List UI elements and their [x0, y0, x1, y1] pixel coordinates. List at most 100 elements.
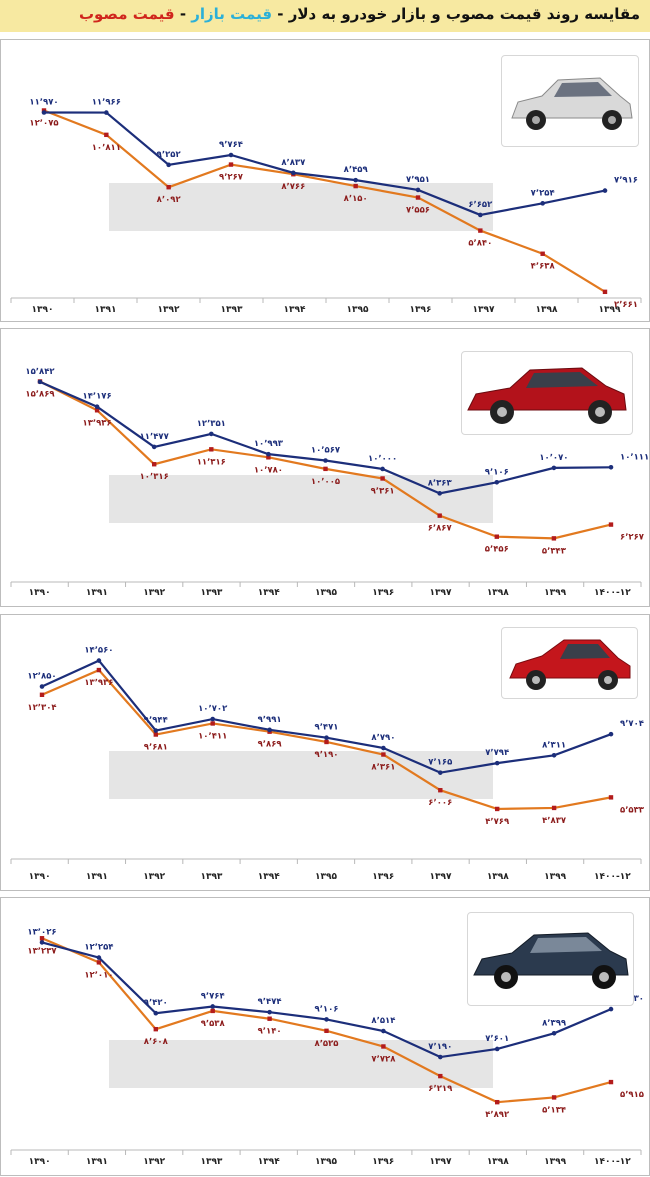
- x-tick-label: ۱۳۹۴: [284, 305, 306, 315]
- data-label-approved: ۹٬۵۳۸: [201, 1019, 226, 1029]
- data-label-approved: ۴٬۸۳۷: [542, 816, 567, 826]
- car-icon: [509, 639, 631, 690]
- data-label-approved: ۸٬۶۰۸: [144, 1037, 169, 1047]
- data-label-market: ۸٬۴۵۹: [344, 165, 369, 175]
- data-point-market: [353, 177, 358, 183]
- series-line-market: [43, 111, 606, 217]
- data-label-market: ۹٬۱۰۶: [315, 1004, 339, 1014]
- data-point-approved: [495, 1099, 500, 1105]
- data-label-approved: ۴٬۸۹۲: [485, 1110, 510, 1120]
- data-point-market: [494, 1046, 500, 1052]
- data-label-approved: ۴٬۶۳۸: [531, 262, 556, 272]
- x-tick-label: ۱۳۹۷: [430, 872, 452, 882]
- data-point-market: [210, 1004, 215, 1009]
- legend-approved-label: قیمت مصوب: [78, 5, 175, 23]
- data-point-market: [324, 735, 329, 741]
- chart-svg-4: ۱۳۹۰ ۱۳۹۱ ۱۳۹۲ ۱۳۹۳ ۱۳۹۴ ۱۳۹۵ ۱۳۹۶ ۱۳۹۷ ۱۳۹۸ ۱۳۹۹…: [10, 927, 644, 1167]
- data-label-approved: ۱۰٬۳۱۶: [140, 472, 169, 482]
- car-icon: [511, 77, 633, 130]
- car-image-4: [467, 912, 634, 1006]
- data-point-approved: [166, 185, 171, 190]
- data-point-approved: [228, 162, 234, 167]
- chart-panel-2: ۱۳۹۰ ۱۳۹۱ ۱۳۹۲ ۱۳۹۳ ۱۳۹۴ ۱۳۹۵ ۱۳۹۶ ۱۳۹۷ ۱۳۹۸ ۱۳۹۹…: [0, 328, 650, 607]
- x-tick-label: ۱۳۹۵: [347, 305, 369, 315]
- data-label-approved: ۸٬۰۹۲: [157, 195, 182, 205]
- data-point-approved: [608, 522, 614, 527]
- data-point-market: [438, 770, 443, 775]
- data-point-approved: [551, 536, 557, 541]
- data-point-approved: [209, 447, 214, 452]
- data-label-approved: ۱۲٬۰۱۰: [84, 970, 113, 980]
- data-label-market: ۸٬۵۱۴: [371, 1016, 395, 1026]
- data-point-approved: [437, 513, 442, 518]
- data-point-approved: [381, 752, 386, 757]
- x-tick-label: ۱۳۹۶: [410, 305, 432, 315]
- x-tick-label: ۱۳۹۴: [258, 872, 280, 882]
- data-point-market: [39, 940, 45, 945]
- data-label-market: ۹٬۴۲۰: [144, 998, 168, 1008]
- data-label-approved: ۶٬۰۰۶: [428, 798, 452, 808]
- data-point-approved: [152, 462, 157, 467]
- data-point-market: [94, 404, 100, 409]
- data-label-approved: ۸٬۱۵۰: [344, 194, 368, 204]
- data-point-approved: [153, 732, 158, 737]
- data-point-approved: [381, 1044, 386, 1049]
- x-tick-label: ۱۳۹۵: [315, 588, 337, 598]
- data-point-approved: [210, 721, 215, 726]
- x-tick-label: ۱۳۹۷: [473, 305, 495, 315]
- data-label-approved: ۹٬۳۶۱: [371, 486, 395, 496]
- data-point-approved: [39, 692, 45, 697]
- data-point-approved: [266, 455, 271, 460]
- data-label-approved: ۶٬۲۱۹: [428, 1084, 453, 1094]
- data-label-market: ۷٬۶۰۱: [485, 1034, 509, 1044]
- data-point-market: [267, 1009, 272, 1015]
- data-point-market: [381, 1028, 386, 1034]
- data-label-approved: ۹٬۲۶۷: [219, 173, 244, 183]
- x-tick-label: ۱۳۹۰: [29, 1157, 51, 1167]
- title-main: مقایسه روند قیمت مصوب و بازار خودرو به د…: [288, 5, 640, 23]
- data-point-market: [438, 1054, 443, 1060]
- title-sep-2: -: [174, 5, 192, 23]
- data-label-approved: ۸٬۳۶۱: [371, 763, 395, 773]
- data-label-market: ۹٬۹۴۴: [144, 716, 168, 726]
- x-tick-label: ۱۳۹۲: [143, 872, 165, 882]
- data-label-approved: ۱۲٬۳۰۴: [27, 703, 56, 713]
- data-point-market: [551, 1030, 557, 1036]
- data-point-approved: [353, 183, 358, 189]
- x-tick-label: ۱۴۰۰-۱۲: [594, 588, 631, 598]
- data-label-market: ۹٬۷۰۴: [620, 719, 644, 729]
- data-point-market: [381, 745, 386, 751]
- data-label-market: ۱۴٬۱۷۶: [83, 392, 112, 402]
- data-label-market: ۱۱٬۹۶۶: [92, 98, 121, 108]
- data-label-approved: ۱۲٬۰۷۵: [29, 118, 58, 128]
- data-label-approved: ۹٬۸۶۹: [258, 740, 283, 750]
- data-point-market: [96, 658, 102, 663]
- data-label-market: ۹٬۱۰۶: [485, 467, 509, 477]
- data-label-market: ۹٬۹۹۱: [258, 715, 282, 725]
- data-label-market: ۷٬۷۹۴: [485, 748, 509, 758]
- data-point-market: [494, 479, 500, 485]
- data-point-market: [166, 162, 171, 168]
- header-bar: مقایسه روند قیمت مصوب و بازار خودرو به د…: [0, 0, 650, 32]
- data-point-approved: [323, 466, 328, 472]
- data-point-approved: [602, 289, 608, 295]
- x-tick-label: ۱۳۹۸: [487, 588, 509, 598]
- chart-svg-3: ۱۳۹۰ ۱۳۹۱ ۱۳۹۲ ۱۳۹۳ ۱۳۹۴ ۱۳۹۵ ۱۳۹۶ ۱۳۹۷ ۱۳۹۸ ۱۳۹۹…: [10, 646, 645, 882]
- x-tick-label: ۱۳۹۷: [430, 1157, 452, 1167]
- x-tick-label: ۱۳۹۶: [372, 1157, 394, 1167]
- data-point-approved: [267, 1016, 272, 1021]
- data-point-approved: [39, 936, 45, 941]
- x-tick-label: ۱۳۹۱: [86, 1157, 108, 1167]
- data-label-market: ۸٬۸۳۷: [281, 158, 306, 168]
- data-label-approved: ۱۰٬۷۸۰: [254, 465, 283, 475]
- x-tick-label: ۱۳۹۳: [221, 305, 243, 315]
- data-point-market: [608, 464, 614, 470]
- x-tick-label: ۱۳۹۶: [372, 588, 394, 598]
- x-tick-label: ۱۳۹۲: [143, 588, 165, 598]
- x-tick-label: ۱۳۹۹: [599, 305, 621, 315]
- data-label-approved: ۲٬۶۶۱: [614, 300, 638, 310]
- x-tick-label: ۱۳۹۵: [315, 1157, 337, 1167]
- chart-svg-1: ۱۳۹۰ ۱۳۹۱ ۱۳۹۲ ۱۳۹۳ ۱۳۹۴ ۱۳۹۵ ۱۳۹۶ ۱۳۹۷ ۱۳۹۸ ۱۳۹۹…: [10, 98, 642, 315]
- page-title: مقایسه روند قیمت مصوب و بازار خودرو به د…: [79, 5, 640, 23]
- chart-panel-4: ۱۳۹۰ ۱۳۹۱ ۱۳۹۲ ۱۳۹۳ ۱۳۹۴ ۱۳۹۵ ۱۳۹۶ ۱۳۹۷ ۱۳۹۸ ۱۳۹۹…: [0, 897, 650, 1176]
